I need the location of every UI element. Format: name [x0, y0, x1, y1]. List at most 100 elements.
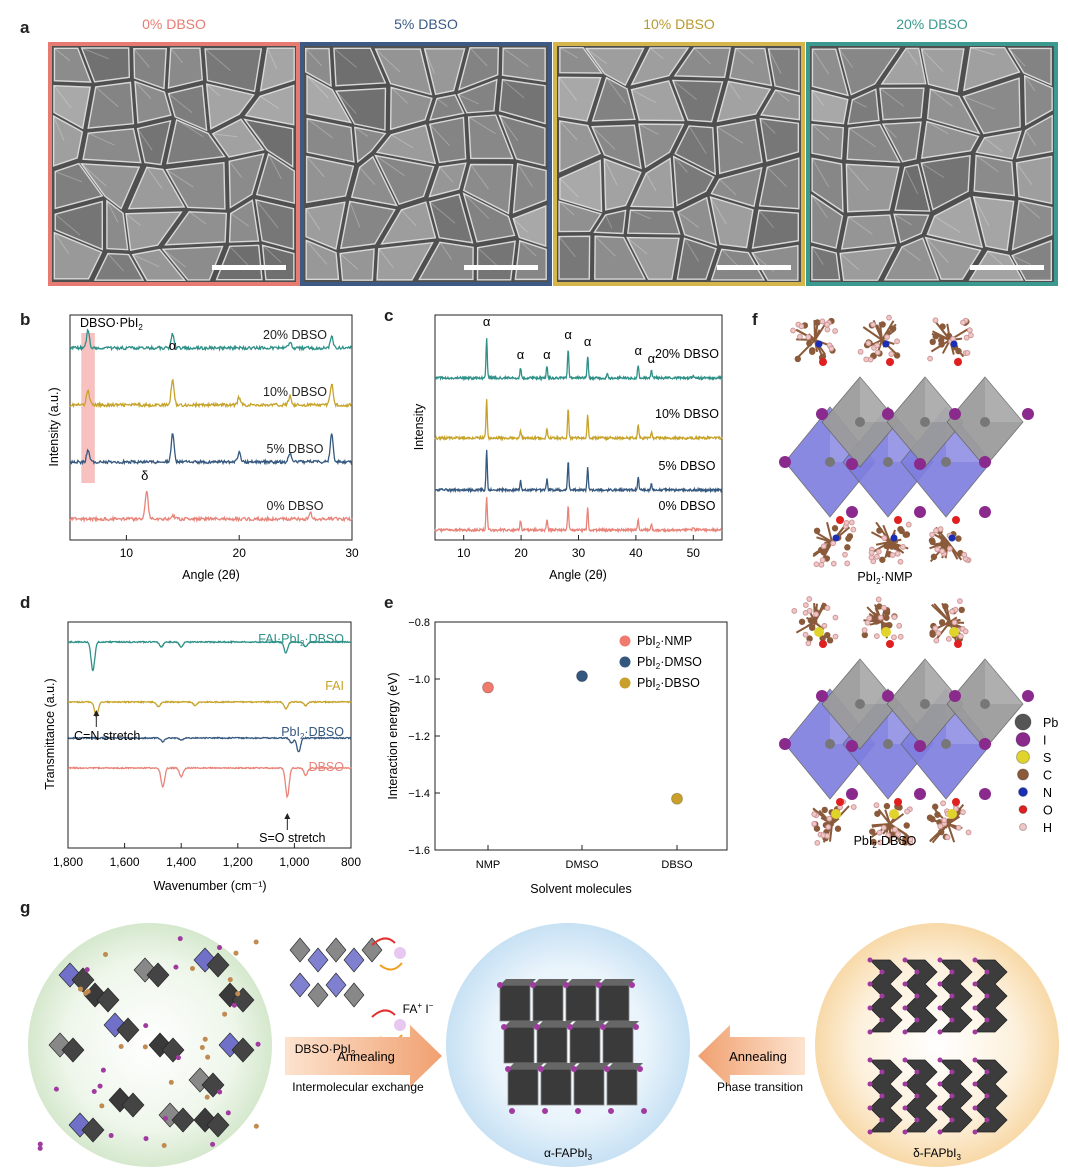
- sem-grain: [305, 239, 340, 281]
- atom-dot: [100, 1067, 106, 1073]
- pbi2-dbso-structure: [779, 596, 1034, 846]
- h-atom: [957, 598, 963, 605]
- c-atom: [834, 825, 842, 832]
- sem-grain: [924, 236, 982, 280]
- sem-facet: [811, 90, 825, 106]
- pb-atom: [825, 457, 835, 467]
- o-atom: [952, 798, 960, 806]
- sem-grain: [1023, 74, 1053, 126]
- face-sharing-chain: [939, 959, 973, 1033]
- sem-facet: [229, 245, 250, 267]
- series-line: [67, 700, 352, 718]
- sem-micrograph: [557, 46, 801, 282]
- x-tick-label: 40: [629, 546, 643, 560]
- highlight-label: DBSO·PbI2: [80, 316, 143, 332]
- sem-facet: [268, 153, 282, 179]
- sem-grain: [306, 117, 355, 163]
- i-atom: [984, 1117, 990, 1123]
- bond: [814, 329, 821, 341]
- legend-swatch: [1018, 805, 1028, 814]
- sem-grain: [559, 120, 602, 173]
- o-atom: [819, 358, 827, 366]
- i-atom: [937, 1029, 943, 1035]
- i-atom: [596, 982, 602, 988]
- sem-facet: [133, 48, 150, 68]
- h-atom: [811, 820, 818, 827]
- series-label: 0% DBSO: [267, 499, 324, 513]
- h-atom: [907, 836, 914, 843]
- sem-facet: [339, 253, 359, 270]
- sem-facet: [168, 93, 193, 114]
- panel-label-b: b: [20, 310, 31, 329]
- series-line: [69, 490, 353, 524]
- sem-grain: [462, 192, 516, 243]
- h-atom: [949, 608, 956, 615]
- sem-grain: [893, 213, 930, 244]
- face-sharing-chain: [869, 1059, 903, 1133]
- pb-atom: [883, 457, 893, 467]
- x-tick-label: 10: [120, 546, 134, 560]
- sem-grain: [462, 163, 514, 215]
- octahedron: [206, 1112, 230, 1138]
- label-rest: ·DBSO: [660, 676, 700, 690]
- h-atom: [848, 519, 855, 526]
- sem-facet: [134, 81, 152, 100]
- sem-facet: [1016, 162, 1033, 185]
- c-atom: [938, 619, 946, 626]
- face-sharing-chain: [974, 959, 1008, 1033]
- h-atom: [895, 831, 901, 838]
- h-atom: [933, 637, 940, 644]
- c-atom: [958, 606, 965, 614]
- atom-dot: [118, 1043, 124, 1049]
- sem-grain: [106, 199, 129, 251]
- i-atom: [879, 993, 885, 999]
- h-atom: [813, 611, 819, 618]
- sem-facet: [684, 238, 700, 262]
- panel-label-e: e: [384, 593, 394, 612]
- sem-facet: [305, 240, 328, 265]
- i-atom: [846, 458, 858, 470]
- atom-dot: [78, 986, 84, 992]
- h-atom: [830, 540, 837, 547]
- cubic-cell: [507, 1068, 539, 1106]
- sem-micrograph: [52, 46, 296, 282]
- pb-atom: [980, 699, 990, 709]
- bond: [884, 809, 891, 825]
- y-tick-label: −1.2: [408, 731, 430, 743]
- sem-facet: [558, 200, 575, 216]
- h-atom: [885, 832, 891, 839]
- h-atom: [824, 833, 831, 839]
- cell-top: [603, 1021, 639, 1027]
- series-label: FAI: [325, 679, 344, 693]
- atom-dot: [225, 1110, 231, 1116]
- y-tick-label: −1.6: [408, 845, 430, 857]
- cubic-cell: [499, 984, 531, 1022]
- sem-facet: [259, 95, 280, 109]
- face-sharing-chain: [974, 1059, 1008, 1133]
- caption-pbi2-nmp: PbI2·NMP: [857, 570, 912, 586]
- series-label: DBSO: [309, 760, 345, 774]
- i-atom: [879, 1017, 885, 1023]
- sem-grain: [476, 240, 516, 281]
- legend-swatch: [1017, 768, 1029, 781]
- octahedron-face: [985, 377, 1023, 422]
- s-atom: [947, 809, 957, 819]
- sem-grain: [54, 162, 104, 210]
- sem-facet: [930, 88, 953, 107]
- sem-facet: [266, 47, 278, 70]
- i-atom: [600, 1024, 606, 1030]
- atom-dot: [53, 1086, 59, 1092]
- h-atom: [866, 615, 873, 622]
- sem-facet: [605, 214, 613, 229]
- i-atom: [902, 1129, 908, 1135]
- i-atom: [937, 981, 943, 987]
- bond: [882, 524, 891, 543]
- sem-grain: [52, 114, 84, 167]
- o-atom: [886, 358, 894, 366]
- c-atom: [929, 815, 936, 823]
- sem-facet: [244, 119, 265, 144]
- h-atom: [819, 318, 826, 325]
- y-axis-label: Transmittance (a.u.): [43, 678, 57, 789]
- c-atom: [806, 635, 813, 642]
- i-atom: [879, 1117, 885, 1123]
